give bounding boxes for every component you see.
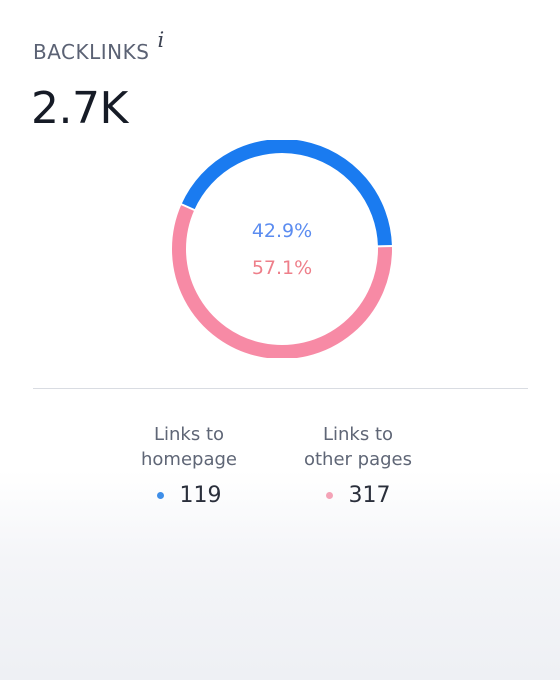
donut-slice-separator bbox=[180, 202, 196, 212]
donut-svg bbox=[172, 140, 393, 358]
homepage-dot-icon bbox=[156, 492, 164, 499]
legend-homepage-label-line2: homepage bbox=[141, 449, 237, 470]
backlinks-total: 2.7K bbox=[31, 83, 128, 134]
divider bbox=[33, 388, 528, 389]
legend-other-pages: Links to other pages 317 bbox=[283, 422, 433, 508]
widget-title: BACKLINKS bbox=[33, 40, 150, 64]
legend-homepage-label-line1: Links to bbox=[153, 424, 225, 445]
legend-homepage-value: 119 bbox=[179, 483, 222, 508]
backlinks-donut-chart: 42.9% 57.1% bbox=[170, 140, 394, 358]
other-pages-dot-icon bbox=[325, 492, 333, 499]
legend-other-value-row: 317 bbox=[283, 483, 433, 508]
legend-other-label-line1: Links to bbox=[322, 424, 394, 445]
legend-other-value: 317 bbox=[348, 483, 391, 508]
homepage-percent-label: 42.9% bbox=[251, 220, 313, 242]
donut-slice-homepage[interactable] bbox=[181, 140, 392, 247]
widget-header: BACKLINKS i bbox=[33, 28, 164, 66]
donut-slice-other-pages[interactable] bbox=[172, 204, 392, 358]
info-icon[interactable]: i bbox=[157, 28, 165, 52]
legend-homepage: Links to homepage 119 bbox=[114, 422, 264, 508]
legend-homepage-value-row: 119 bbox=[114, 483, 264, 508]
legend-other-label-line2: other pages bbox=[303, 449, 412, 470]
other-pages-percent-label: 57.1% bbox=[251, 257, 313, 279]
